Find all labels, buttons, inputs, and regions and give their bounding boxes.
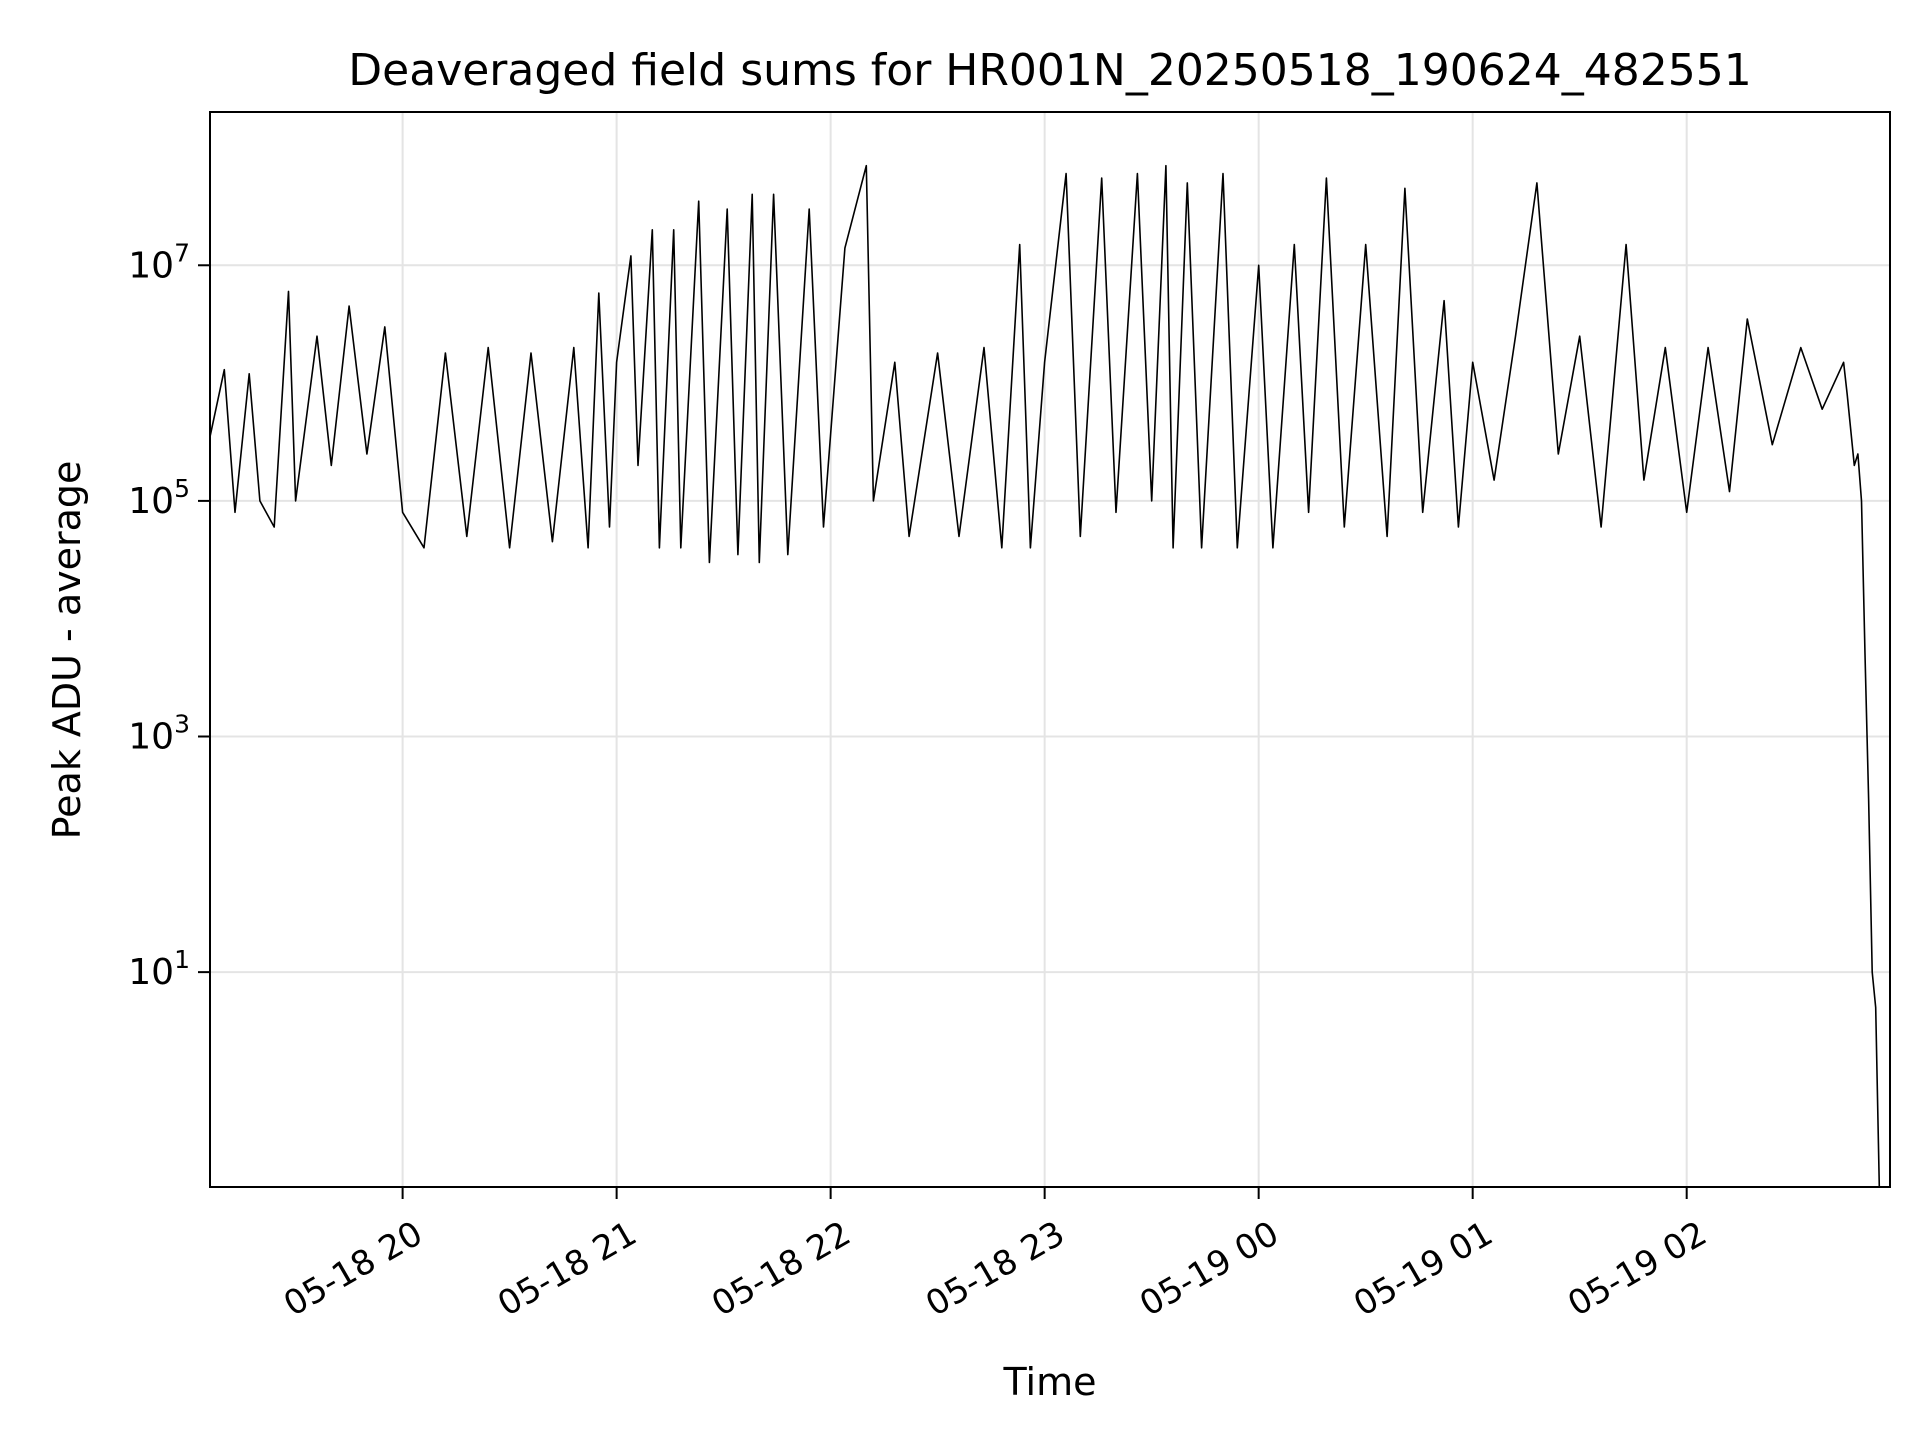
y-axis-label: Peak ADU - average <box>45 461 89 840</box>
series-line <box>209 164 1881 1188</box>
y-tick-label: 101 <box>128 945 190 993</box>
y-tick-label: 107 <box>128 238 190 286</box>
y-tick-label: 105 <box>128 474 190 522</box>
x-axis-label: Time <box>1003 1360 1097 1404</box>
grid <box>210 112 1890 1187</box>
plot-area <box>209 164 1881 1188</box>
y-tick-label: 103 <box>128 710 190 758</box>
plot-frame <box>209 111 1891 1188</box>
chart-title: Deaveraged field sums for HR001N_2025051… <box>348 45 1751 96</box>
